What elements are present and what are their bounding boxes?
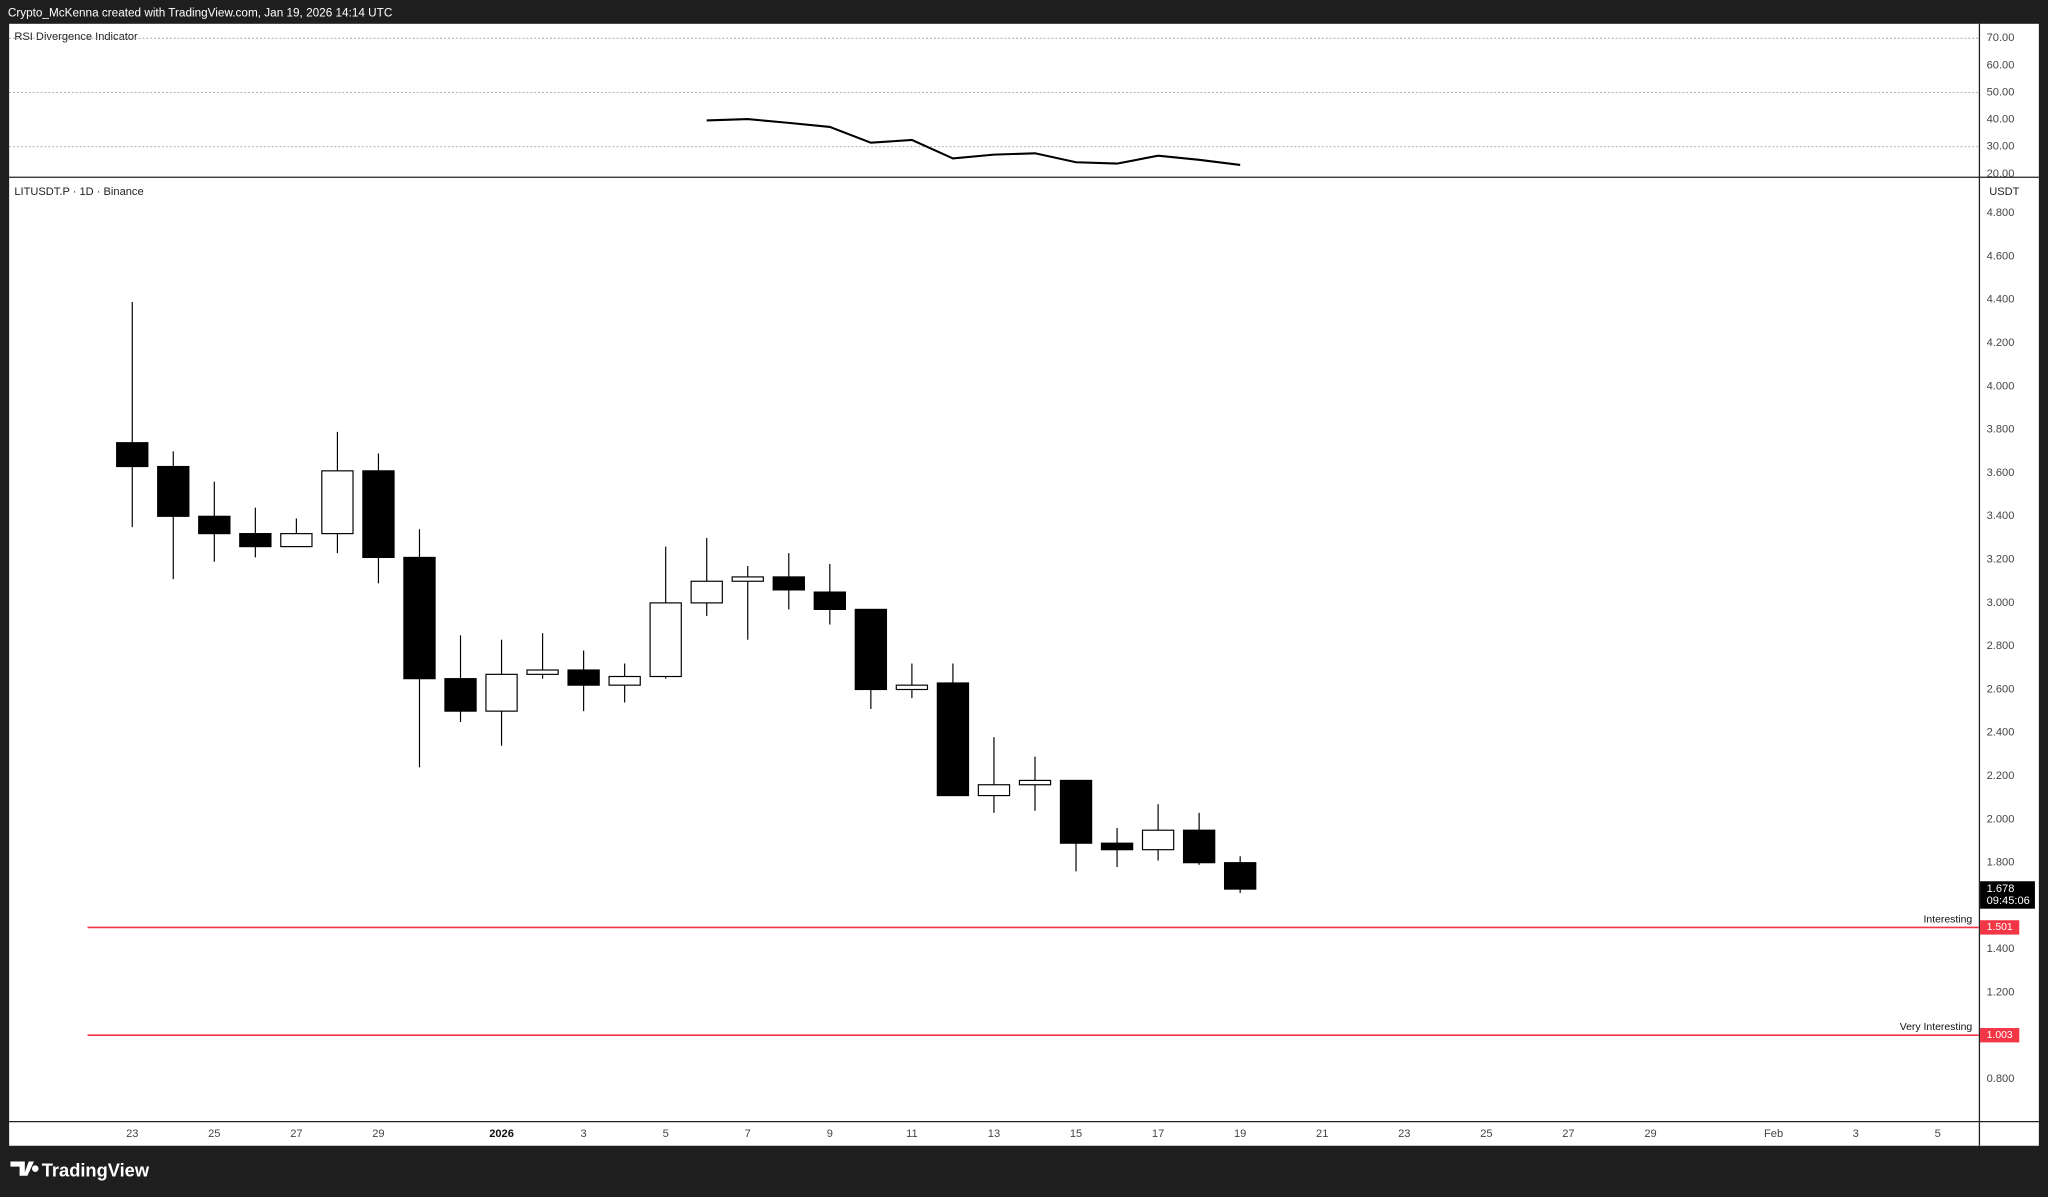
candle-body	[649, 602, 682, 678]
candle-body	[403, 556, 436, 680]
y-tick-label: 40.00	[1987, 114, 2015, 126]
candle-body	[977, 784, 1011, 797]
candle-body	[608, 675, 641, 686]
y-tick-label: 4.400	[1987, 294, 2015, 306]
y-tick-label: 3.600	[1987, 467, 2015, 479]
x-tick-label: 9	[827, 1128, 833, 1140]
brand: TradingView	[42, 1160, 150, 1181]
level-value: 1.003	[1987, 1030, 2013, 1041]
x-tick-label: 5	[663, 1128, 669, 1140]
y-tick-label: 0.800	[1987, 1073, 2015, 1085]
y-tick-label: 20.00	[1987, 168, 2015, 180]
pane-title: RSI Divergence Indicator	[14, 31, 138, 43]
y-tick-label: 2.400	[1987, 727, 2015, 739]
candle-body	[239, 533, 272, 548]
tradingview-logo	[10, 1161, 39, 1176]
x-tick-label: 25	[208, 1128, 220, 1140]
y-tick-label: 3.200	[1987, 554, 2015, 566]
x-tick-label: 27	[1562, 1128, 1574, 1140]
x-tick-label: 19	[1234, 1128, 1246, 1140]
y-tick-label: 3.800	[1987, 424, 2015, 436]
candle-body	[444, 678, 477, 712]
candle-body	[690, 580, 723, 604]
candle-body	[936, 682, 970, 797]
candle-body	[198, 515, 231, 535]
level-name: Interesting	[1923, 914, 1972, 925]
candle-body	[1100, 842, 1134, 851]
candle-body	[526, 669, 559, 675]
x-tick-label: 7	[745, 1128, 751, 1140]
chart-area	[9, 23, 2039, 1146]
x-tick-label: 15	[1070, 1128, 1082, 1140]
candle-body	[1182, 829, 1216, 864]
candle-body	[1018, 779, 1052, 786]
candle-body	[1141, 829, 1175, 851]
candle-body	[1223, 862, 1257, 890]
y-tick-label: 70.00	[1987, 32, 2015, 44]
candle-body	[116, 442, 149, 468]
x-tick-label: 25	[1480, 1128, 1492, 1140]
x-tick-label: 13	[988, 1128, 1000, 1140]
x-tick-label: 3	[1853, 1128, 1859, 1140]
x-tick-label: 29	[1644, 1128, 1656, 1140]
level-value: 1.501	[1987, 922, 2013, 933]
candle-body	[321, 470, 354, 535]
candle-body	[731, 576, 764, 582]
candle-body	[772, 576, 805, 591]
candle-body	[813, 591, 847, 610]
x-tick-label: Feb	[1764, 1128, 1783, 1140]
y-tick-label: 4.600	[1987, 250, 2015, 262]
candle-body	[1059, 779, 1093, 844]
x-tick-label: 23	[126, 1128, 138, 1140]
candle-body	[157, 465, 190, 517]
y-tick-label: 50.00	[1987, 86, 2015, 98]
attribution: Crypto_McKenna created with TradingView.…	[8, 6, 393, 19]
x-tick-label: 5	[1935, 1128, 1941, 1140]
y-tick-label: 2.600	[1987, 683, 2015, 695]
candle-body	[895, 684, 929, 691]
y-tick-label: 60.00	[1987, 59, 2015, 71]
y-tick-label: 1.800	[1987, 857, 2015, 869]
rsi-line	[706, 118, 1241, 166]
y-tick-label: 4.200	[1987, 337, 2015, 349]
candle-body	[362, 470, 395, 559]
last-price-tag	[1980, 881, 2035, 909]
x-tick-label: 17	[1152, 1128, 1164, 1140]
x-tick-label: 29	[372, 1128, 384, 1140]
y-tick-label: 1.400	[1987, 943, 2015, 955]
y-tick-label: 4.800	[1987, 207, 2015, 219]
y-tick-label: 2.000	[1987, 813, 2015, 825]
x-tick-label: 27	[290, 1128, 302, 1140]
x-tick-label: 23	[1398, 1128, 1410, 1140]
candle-body	[280, 533, 313, 548]
y-tick-label: 3.000	[1987, 597, 2015, 609]
y-tick-label: 2.200	[1987, 770, 2015, 782]
y-tick-label: 1.200	[1987, 987, 2015, 999]
x-tick-label: 2026	[489, 1128, 514, 1140]
level-tag	[1980, 920, 2020, 935]
candle-body	[567, 669, 600, 686]
y-tick-label: 2.800	[1987, 640, 2015, 652]
axis-unit: USDT	[1989, 186, 2019, 198]
y-tick-label: 3.400	[1987, 510, 2015, 522]
x-tick-label: 3	[581, 1128, 587, 1140]
chart-title: LITUSDT.P · 1D · Binance	[14, 186, 143, 198]
y-tick-label: 4.000	[1987, 380, 2015, 392]
x-tick-label: 11	[906, 1128, 918, 1140]
level-name: Very Interesting	[1900, 1022, 1973, 1033]
candle-body	[485, 673, 518, 712]
countdown: 09:45:06	[1987, 895, 2030, 907]
candle-body	[854, 608, 888, 691]
x-tick-label: 21	[1316, 1128, 1328, 1140]
level-tag	[1980, 1028, 2020, 1043]
last-price: 1.678	[1987, 883, 2015, 895]
y-tick-label: 30.00	[1987, 141, 2015, 153]
